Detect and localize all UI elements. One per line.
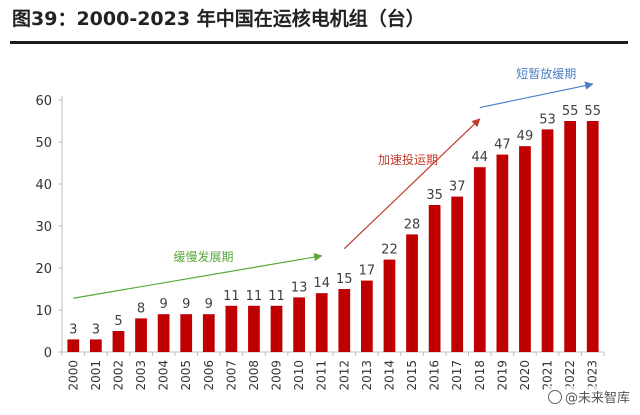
data-label-2008: 11 (246, 289, 263, 304)
bar-2007 (225, 305, 238, 352)
bar-2014 (383, 259, 396, 352)
phase-arrow-3 (479, 81, 594, 109)
x-tick-label-2019: 2019 (495, 360, 509, 391)
data-label-2006: 9 (205, 297, 213, 312)
bar-2000 (67, 339, 80, 352)
phase-label-2: 加速投运期 (378, 152, 438, 167)
x-tick-label-2020: 2020 (518, 360, 532, 391)
x-tick-label-2007: 2007 (224, 360, 238, 391)
bar-2021 (541, 129, 554, 352)
x-tick-label-2021: 2021 (541, 360, 555, 391)
x-tick-label-2018: 2018 (473, 360, 487, 391)
data-label-2007: 11 (223, 289, 240, 304)
x-tick-label-2022: 2022 (563, 360, 577, 391)
data-label-2014: 22 (381, 243, 398, 258)
data-label-2016: 35 (426, 188, 443, 203)
data-label-2003: 8 (137, 301, 145, 316)
data-label-2005: 9 (182, 297, 190, 312)
watermark-text: @未来智库 (564, 391, 630, 406)
data-label-2019: 47 (494, 138, 511, 153)
x-tick-label-2012: 2012 (337, 360, 351, 391)
x-tick-label-2000: 2000 (66, 360, 80, 391)
y-tick-label: 60 (35, 94, 52, 109)
page-title: 图39：2000-2023 年中国在运核电机组（台） (12, 8, 425, 30)
x-tick-label-2008: 2008 (247, 360, 261, 391)
y-tick-label: 20 (35, 262, 52, 277)
bar-2013 (361, 280, 373, 352)
bar-2012 (338, 289, 351, 352)
x-tick-label-2004: 2004 (157, 360, 171, 391)
bar-2001 (90, 339, 102, 352)
data-label-2012: 15 (336, 272, 353, 287)
y-tick-label: 10 (35, 304, 52, 319)
data-label-2015: 28 (404, 217, 421, 232)
phase-label-1: 缓慢发展期 (173, 249, 233, 264)
x-tick-label-2006: 2006 (202, 360, 216, 391)
x-tick-label-2017: 2017 (450, 360, 464, 391)
x-tick-label-2002: 2002 (111, 360, 125, 391)
watermark-icon (547, 390, 562, 404)
bar-2022 (564, 121, 576, 352)
data-label-2020: 49 (517, 129, 534, 144)
bar-2003 (135, 318, 147, 352)
bar-2015 (406, 234, 418, 352)
data-label-2009: 11 (268, 289, 285, 304)
phase-label-3: 短暂放缓期 (516, 66, 576, 81)
bar-2008 (248, 305, 260, 352)
bar-2016 (428, 205, 441, 352)
data-label-2022: 55 (562, 104, 579, 119)
x-tick-label-2015: 2015 (405, 360, 419, 391)
x-tick-label-2005: 2005 (179, 360, 193, 391)
watermark: @未来智库 (543, 386, 634, 407)
y-tick-label: 0 (44, 346, 52, 361)
bar-2023 (586, 121, 599, 352)
x-tick-label-2013: 2013 (360, 360, 374, 391)
bar-2010 (293, 297, 305, 352)
x-tick-label-2010: 2010 (292, 360, 306, 391)
phase-arrow-2 (343, 118, 481, 250)
y-tick-label: 40 (35, 178, 52, 193)
y-tick-label: 50 (35, 136, 52, 151)
x-tick-label-2014: 2014 (382, 360, 396, 391)
data-label-2002: 5 (114, 314, 122, 329)
bar-2017 (451, 196, 464, 352)
bar-2011 (315, 293, 328, 352)
bar-2018 (473, 167, 486, 352)
bar-2002 (112, 331, 125, 352)
x-tick-label-2009: 2009 (270, 360, 284, 391)
bar-2006 (202, 314, 215, 352)
data-label-2013: 17 (359, 264, 376, 279)
data-label-2011: 14 (313, 276, 330, 291)
bar-2019 (496, 154, 509, 352)
data-label-2004: 9 (159, 297, 167, 312)
bar-2005 (180, 314, 193, 352)
bar-2004 (157, 314, 170, 352)
data-label-2018: 44 (472, 150, 489, 165)
data-label-2000: 3 (69, 322, 77, 337)
y-tick-label: 30 (35, 220, 52, 235)
data-label-2023: 55 (584, 104, 601, 119)
x-tick-label-2011: 2011 (315, 360, 329, 391)
data-label-2017: 37 (449, 180, 466, 195)
data-label-2010: 13 (291, 280, 308, 295)
title-divider (10, 41, 628, 44)
bar-2020 (519, 146, 531, 352)
x-tick-label-2003: 2003 (134, 360, 148, 391)
phase-arrow-1 (73, 252, 323, 299)
x-tick-label-2023: 2023 (586, 360, 600, 391)
x-tick-label-2001: 2001 (89, 360, 103, 391)
bar-2009 (270, 305, 283, 352)
data-label-2001: 3 (92, 322, 100, 337)
data-label-2021: 53 (539, 112, 556, 127)
x-tick-label-2016: 2016 (428, 360, 442, 391)
